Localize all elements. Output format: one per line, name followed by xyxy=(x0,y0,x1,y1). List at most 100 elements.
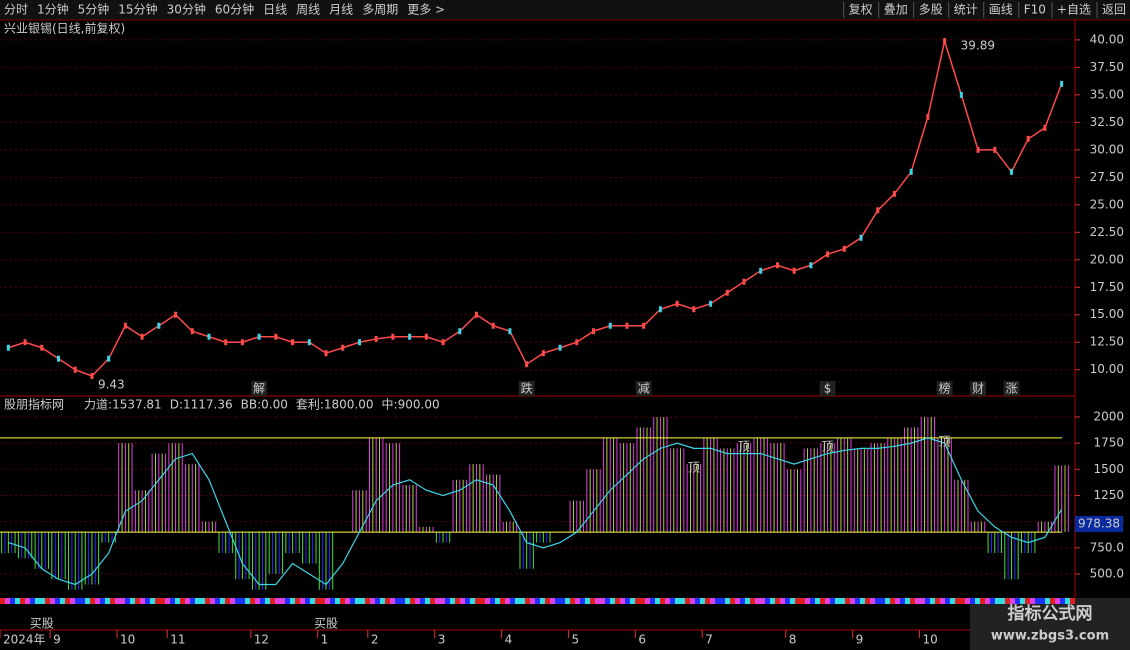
strip xyxy=(755,598,760,604)
y-tick-label: 30.00 xyxy=(1090,142,1124,156)
price-point xyxy=(1043,124,1047,131)
strip xyxy=(740,598,745,604)
toolbar-tab[interactable]: 15分钟 xyxy=(118,2,157,17)
strip xyxy=(125,598,130,604)
toolbar-button[interactable]: 返回 xyxy=(1102,3,1126,17)
strip xyxy=(1065,598,1070,604)
strip xyxy=(515,598,520,604)
legend-sep: : xyxy=(320,398,324,412)
toolbar-tab[interactable]: 分时 xyxy=(4,3,28,17)
price-point xyxy=(842,245,846,252)
toolbar-tab[interactable]: 月线 xyxy=(329,3,353,17)
toolbar-button[interactable]: 复权 xyxy=(849,3,873,17)
strip xyxy=(750,598,755,604)
strip xyxy=(325,598,330,604)
strip xyxy=(835,598,840,604)
strip xyxy=(1020,598,1025,604)
toolbar-tab[interactable]: 1分钟 xyxy=(37,2,69,17)
y-tick-label: 2000 xyxy=(1093,409,1124,423)
price-point xyxy=(725,289,729,296)
watermark-bg xyxy=(970,598,1130,650)
strip xyxy=(320,598,325,604)
legend-sep: : xyxy=(179,398,183,412)
marker-bg xyxy=(1003,381,1020,396)
strip xyxy=(765,598,770,604)
strip xyxy=(445,598,450,604)
strip xyxy=(10,598,15,604)
legend-value: 1800.00 xyxy=(324,398,374,412)
x-tick-label: 3 xyxy=(438,633,446,647)
toolbar-button[interactable]: 多股 xyxy=(919,3,943,17)
current-value: 978.38 xyxy=(1078,516,1120,530)
strip xyxy=(870,598,875,604)
strip xyxy=(1045,598,1050,604)
strip xyxy=(230,598,235,604)
strip xyxy=(175,598,180,604)
toolbar-tab[interactable]: 周线 xyxy=(296,3,320,17)
strip xyxy=(775,598,780,604)
strip xyxy=(1055,598,1060,604)
toolbar-button[interactable]: 统计 xyxy=(954,3,978,17)
toolbar-tab[interactable]: 5分钟 xyxy=(78,2,110,17)
strip xyxy=(725,598,730,604)
strip xyxy=(500,598,505,604)
strip xyxy=(490,598,495,604)
y-tick-label: 37.50 xyxy=(1090,60,1124,74)
price-point xyxy=(692,306,696,313)
strip xyxy=(200,598,205,604)
strip xyxy=(45,598,50,604)
marker-bg xyxy=(251,381,268,396)
strip xyxy=(590,598,595,604)
strip xyxy=(940,598,945,604)
price-point xyxy=(541,350,545,357)
strip xyxy=(880,598,885,604)
strip xyxy=(210,598,215,604)
toolbar-button[interactable]: 画线 xyxy=(989,3,1013,17)
strip xyxy=(55,598,60,604)
marker: 财 xyxy=(972,382,984,396)
marker-bg xyxy=(635,381,652,396)
strip xyxy=(345,598,350,604)
d-line xyxy=(8,437,1063,586)
y-tick-label: 25.00 xyxy=(1090,197,1124,211)
toolbar-tab[interactable]: 更多 > xyxy=(407,3,445,17)
annotation: 顶 xyxy=(738,440,750,454)
toolbar-tab[interactable]: 多周期 xyxy=(362,3,398,17)
price-point xyxy=(876,207,880,214)
toolbar-tab[interactable]: 60分钟 xyxy=(215,2,254,17)
strip xyxy=(730,598,735,604)
strip xyxy=(915,598,920,604)
price-point xyxy=(892,190,896,197)
strip xyxy=(840,598,845,604)
strip xyxy=(820,598,825,604)
toolbar-button[interactable]: F10 xyxy=(1024,3,1046,17)
toolbar-button[interactable]: +自选 xyxy=(1057,3,1091,17)
toolbar-bg xyxy=(0,0,1130,20)
x-tick-label: 9 xyxy=(53,633,61,647)
toolbar-tab[interactable]: 30分钟 xyxy=(167,2,206,17)
strip xyxy=(685,598,690,604)
x-tick-label: 8 xyxy=(789,633,797,647)
strip xyxy=(885,598,890,604)
price-point xyxy=(592,328,596,335)
price-point xyxy=(441,339,445,346)
strip xyxy=(850,598,855,604)
legend-sep: : xyxy=(257,398,261,412)
y-tick-label: 32.50 xyxy=(1090,115,1124,129)
price-line xyxy=(8,38,1063,377)
legend-sep: : xyxy=(394,398,398,412)
marker: 减 xyxy=(638,382,650,396)
strip xyxy=(985,598,990,604)
toolbar-button[interactable]: 叠加 xyxy=(884,3,908,17)
strip xyxy=(815,598,820,604)
price-point xyxy=(993,146,997,153)
strip xyxy=(585,598,590,604)
toolbar-tab[interactable]: 日线 xyxy=(263,3,287,17)
y-tick-label: 1750 xyxy=(1093,436,1124,450)
x-tick-label: 10 xyxy=(120,633,135,647)
strip xyxy=(255,598,260,604)
price-point xyxy=(625,322,629,329)
strip xyxy=(810,598,815,604)
strip xyxy=(330,598,335,604)
